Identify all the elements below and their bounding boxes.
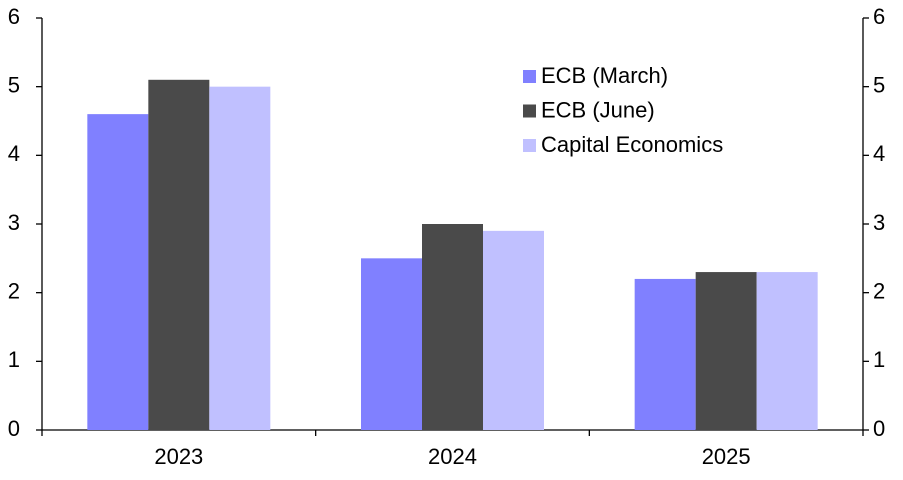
legend-label: Capital Economics bbox=[541, 132, 723, 157]
bar bbox=[148, 79, 210, 431]
legend-swatch bbox=[523, 104, 536, 118]
x-tick-label: 2025 bbox=[702, 444, 751, 469]
legend-swatch bbox=[523, 139, 536, 152]
bar bbox=[209, 86, 271, 431]
legend-label: ECB (June) bbox=[541, 97, 655, 122]
legend-label: ECB (March) bbox=[541, 63, 668, 88]
y-tick-label: 5 bbox=[8, 72, 20, 97]
y2-tick-label: 0 bbox=[873, 416, 885, 441]
y-tick-label: 6 bbox=[8, 4, 20, 29]
y2-tick-label: 3 bbox=[873, 210, 885, 235]
bar bbox=[361, 258, 422, 430]
y2-tick-label: 1 bbox=[873, 347, 885, 372]
bar bbox=[483, 230, 544, 430]
y-tick-label: 4 bbox=[8, 141, 20, 166]
legend-swatch bbox=[523, 70, 536, 83]
bar bbox=[695, 272, 757, 430]
y-tick-label: 1 bbox=[8, 347, 20, 372]
bar bbox=[634, 278, 696, 430]
bar bbox=[87, 114, 149, 430]
bar bbox=[756, 272, 818, 430]
x-tick-label: 2024 bbox=[428, 444, 477, 469]
bar bbox=[422, 224, 483, 430]
y2-tick-label: 5 bbox=[873, 72, 885, 97]
y-tick-label: 0 bbox=[8, 416, 20, 441]
y-tick-label: 2 bbox=[8, 278, 20, 303]
y-tick-label: 3 bbox=[8, 210, 20, 235]
y2-tick-label: 6 bbox=[873, 4, 885, 29]
x-tick-label: 2023 bbox=[154, 444, 203, 469]
y2-tick-label: 4 bbox=[873, 141, 885, 166]
y2-tick-label: 2 bbox=[873, 278, 885, 303]
